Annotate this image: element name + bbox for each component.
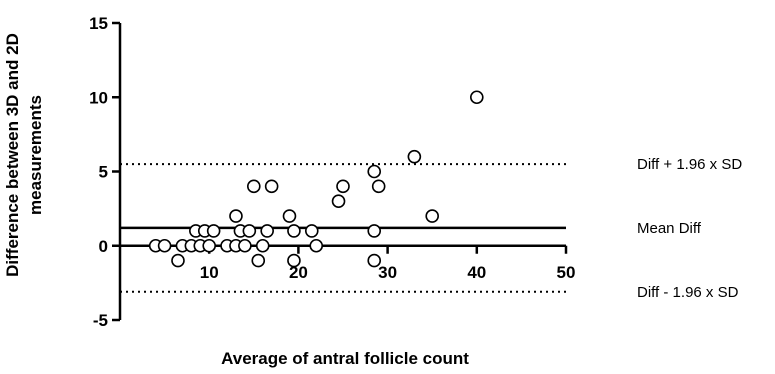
data-point bbox=[309, 238, 324, 253]
data-point bbox=[336, 179, 350, 194]
axes bbox=[112, 21, 568, 322]
data-point bbox=[287, 253, 301, 268]
reference-label-lower: Diff - 1.96 x SD bbox=[637, 284, 739, 301]
x-tick-label: 10 bbox=[200, 263, 219, 282]
data-point bbox=[247, 179, 261, 194]
y-tick-label: 10 bbox=[89, 88, 108, 107]
y-tick-label: 5 bbox=[99, 163, 108, 182]
y-tick-label: 15 bbox=[89, 14, 108, 33]
data-point bbox=[264, 179, 279, 194]
x-tick-label: 30 bbox=[378, 263, 397, 282]
data-point bbox=[304, 224, 319, 238]
reference-label-mean: Mean Diff bbox=[637, 220, 702, 237]
data-point bbox=[255, 238, 270, 253]
reference-line-labels: Diff + 1.96 x SD Mean Diff Diff - 1.96 x S… bbox=[637, 156, 742, 301]
data-point bbox=[367, 164, 382, 179]
x-tick-label: 40 bbox=[467, 263, 486, 282]
y-axis-title-line-1: Difference between 3D and 2D bbox=[3, 33, 22, 277]
y-axis-title-line-2: measurements bbox=[26, 95, 45, 215]
data-point bbox=[229, 209, 243, 223]
data-points bbox=[148, 90, 484, 268]
x-axis-title: Average of antral follicle count bbox=[221, 349, 469, 368]
y-tick-label: 0 bbox=[99, 237, 108, 256]
data-point bbox=[242, 224, 257, 238]
data-point bbox=[407, 149, 422, 164]
data-point bbox=[202, 238, 216, 253]
data-point bbox=[469, 90, 484, 105]
y-tick-label: -5 bbox=[93, 311, 108, 330]
data-point bbox=[287, 224, 301, 238]
reference-label-upper: Diff + 1.96 x SD bbox=[637, 156, 742, 173]
data-point bbox=[367, 224, 382, 238]
data-point bbox=[238, 238, 252, 253]
data-point bbox=[425, 209, 440, 223]
data-point bbox=[206, 224, 221, 238]
data-point bbox=[251, 253, 266, 268]
data-point bbox=[171, 253, 185, 268]
data-point bbox=[282, 209, 297, 223]
data-point bbox=[331, 194, 346, 208]
data-point bbox=[371, 179, 386, 194]
data-point bbox=[260, 224, 274, 238]
x-tick-label: 50 bbox=[557, 263, 576, 282]
data-point bbox=[157, 238, 172, 253]
data-point bbox=[367, 253, 382, 268]
x-tick-label: 20 bbox=[289, 263, 308, 282]
